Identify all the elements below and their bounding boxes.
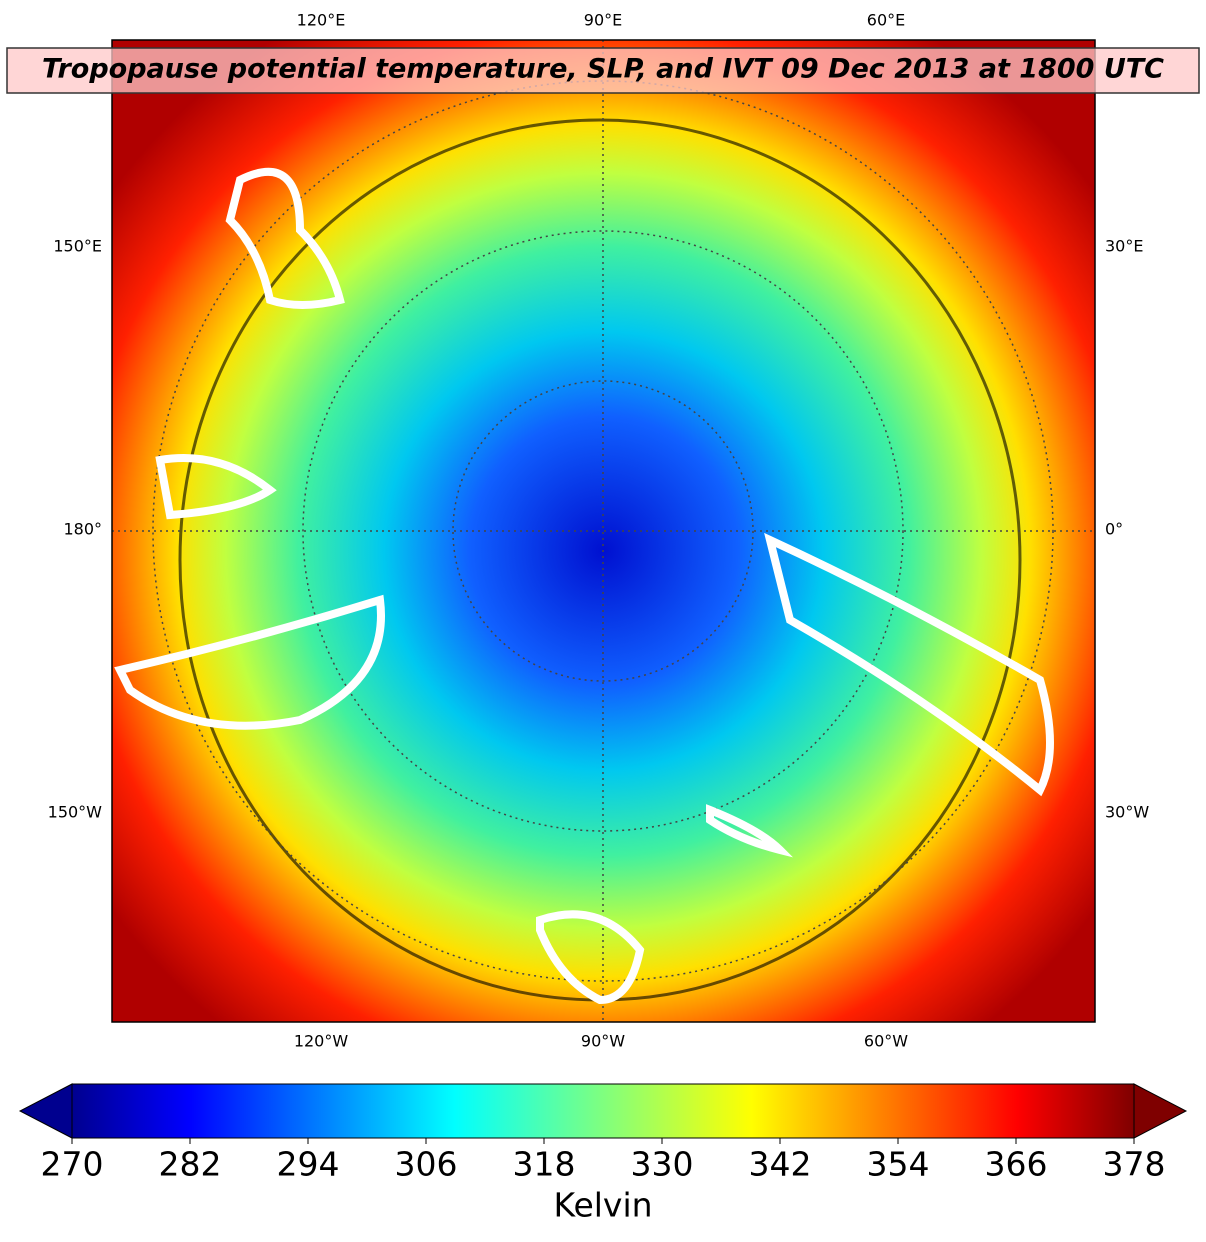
colorbar-tick-label: 294 <box>277 1145 340 1184</box>
colorbar-tick-label: 282 <box>159 1145 222 1184</box>
ivt-contours <box>114 167 1054 1005</box>
colorbar-tick-label: 354 <box>867 1145 930 1184</box>
colorbar-tick-label: 270 <box>41 1145 104 1184</box>
lon-label: 120°W <box>294 1032 349 1051</box>
colorbar-tick-label: 306 <box>395 1145 458 1184</box>
lon-label: 0° <box>1105 520 1123 539</box>
lon-label: 150°E <box>53 237 102 256</box>
graticule <box>112 40 1095 1022</box>
colorbar-tick-label: 366 <box>985 1145 1048 1184</box>
colorbar-tick-label: 318 <box>513 1145 576 1184</box>
colorbar-extend-low <box>18 1083 73 1139</box>
lon-label: 30°E <box>1105 237 1143 256</box>
lon-label: 90°W <box>581 1032 625 1051</box>
title-box <box>6 47 1200 94</box>
colorbar <box>18 1083 1188 1139</box>
lon-label: 30°W <box>1105 803 1149 822</box>
colorbar-bar <box>71 1083 1135 1139</box>
map <box>112 40 1095 1022</box>
colorbar-tick-label: 378 <box>1103 1145 1166 1184</box>
colorbar-tick-label: 330 <box>631 1145 694 1184</box>
title: Tropopause potential temperature, SLP, a… <box>42 54 1164 85</box>
lon-label: 60°E <box>867 11 905 30</box>
colorbar-label: Kelvin <box>553 1186 652 1225</box>
lon-label: 180° <box>63 520 102 539</box>
map-frame <box>111 39 1096 1023</box>
lon-label: 90°E <box>584 11 622 30</box>
colorbar-tick-label: 342 <box>749 1145 812 1184</box>
colorbar-extend-high <box>1133 1083 1188 1139</box>
lon-label: 60°W <box>864 1032 908 1051</box>
lon-label: 120°E <box>297 11 346 30</box>
lon-label: 150°W <box>48 803 103 822</box>
